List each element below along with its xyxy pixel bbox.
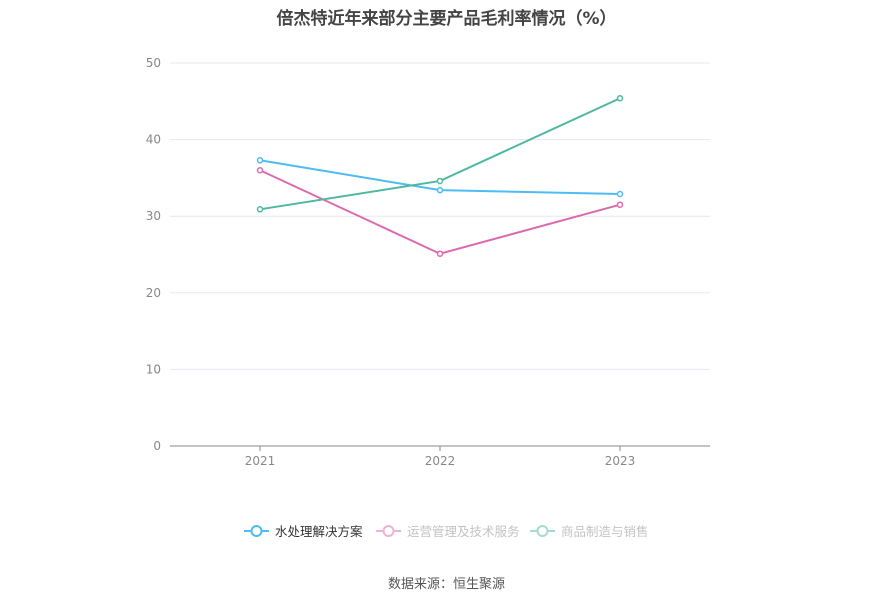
data-point[interactable] bbox=[616, 201, 624, 208]
chart-title: 倍杰特近年来部分主要产品毛利率情况（%） bbox=[276, 9, 617, 29]
legend-item[interactable]: 水处理解决方案 bbox=[244, 524, 363, 539]
legend-circle-icon bbox=[536, 525, 549, 537]
y-tick-label: 40 bbox=[146, 133, 161, 147]
series-0 bbox=[256, 157, 624, 198]
data-point[interactable] bbox=[616, 94, 624, 102]
x-tick-label: 2023 bbox=[605, 454, 636, 468]
data-point[interactable] bbox=[436, 177, 444, 185]
y-tick-label: 10 bbox=[146, 362, 161, 376]
series-1 bbox=[256, 166, 624, 257]
legend-label: 商品制造与销售 bbox=[561, 524, 649, 539]
y-tick-label: 30 bbox=[146, 209, 161, 223]
data-point[interactable] bbox=[436, 250, 444, 257]
data-source: 数据来源：恒生聚源 bbox=[387, 577, 505, 592]
data-point[interactable] bbox=[616, 190, 624, 198]
legend-label: 水处理解决方案 bbox=[275, 524, 363, 539]
x-tick-label: 2021 bbox=[245, 454, 276, 468]
data-point[interactable] bbox=[436, 186, 444, 194]
data-point[interactable] bbox=[256, 157, 264, 164]
legend-item[interactable]: 商品制造与销售 bbox=[530, 524, 649, 539]
x-tick-label: 2022 bbox=[425, 454, 456, 468]
y-tick-label: 0 bbox=[153, 439, 161, 453]
data-point[interactable] bbox=[256, 206, 264, 213]
y-tick-label: 20 bbox=[146, 286, 161, 300]
data-point[interactable] bbox=[256, 166, 264, 174]
legend-label: 运营管理及技术服务 bbox=[407, 524, 520, 539]
legend-circle-icon bbox=[250, 525, 263, 537]
y-tick-label: 50 bbox=[146, 56, 161, 70]
legend-item[interactable]: 运营管理及技术服务 bbox=[376, 524, 520, 539]
legend-circle-icon bbox=[382, 525, 395, 537]
series-2 bbox=[256, 94, 624, 213]
